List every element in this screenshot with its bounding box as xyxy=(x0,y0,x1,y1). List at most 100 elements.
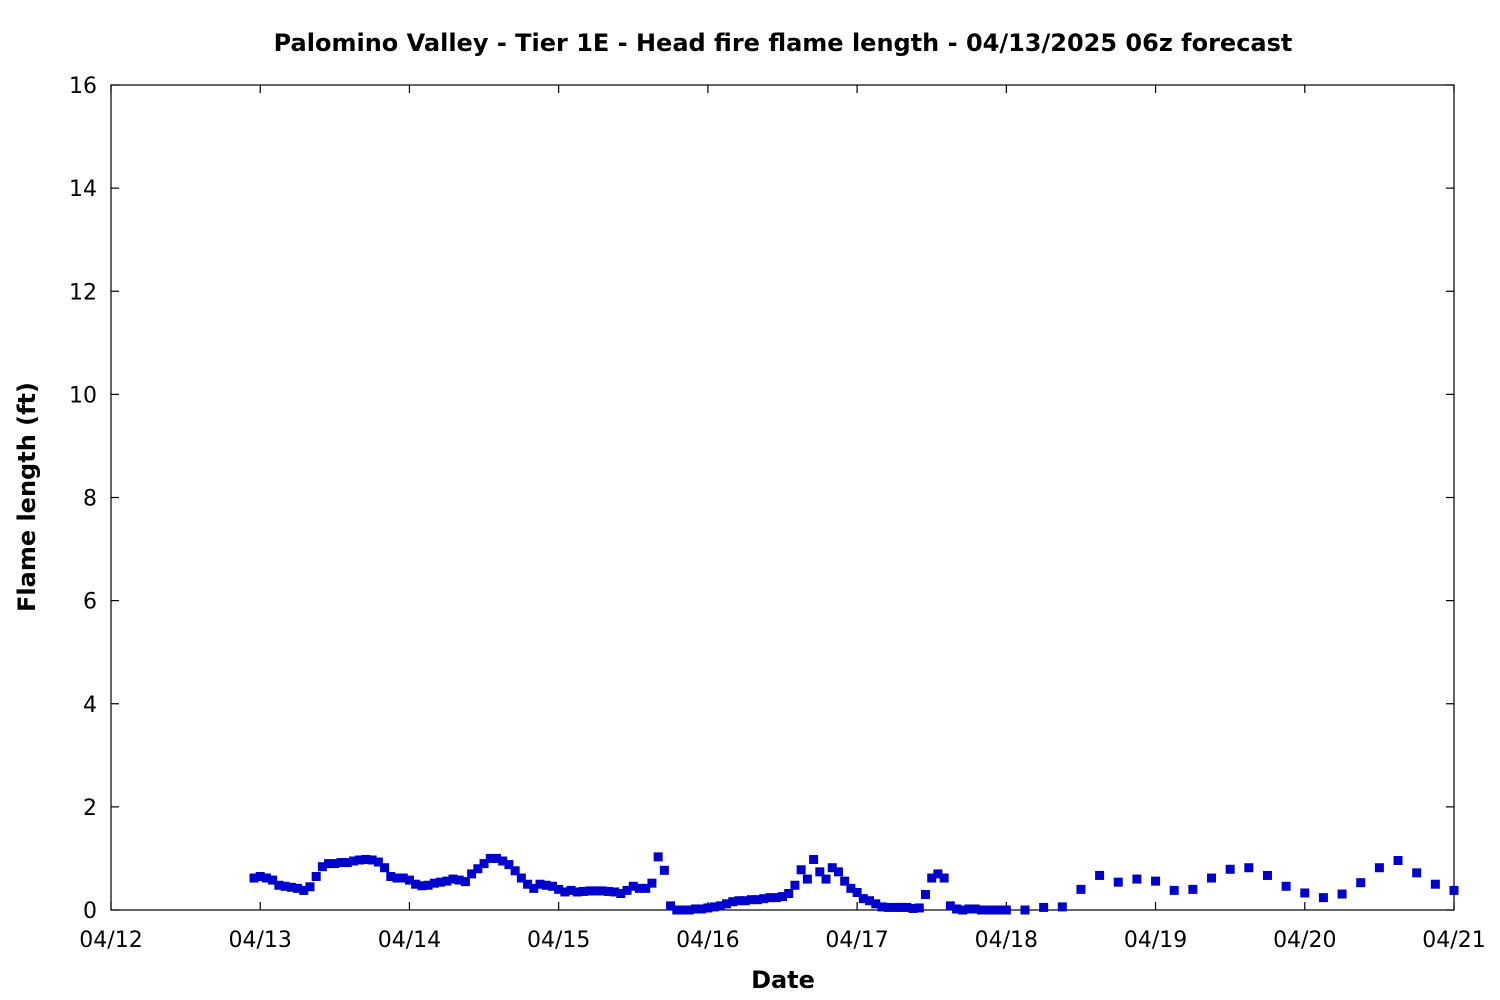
x-tick-label: 04/21 xyxy=(1422,928,1485,953)
data-point xyxy=(1262,870,1272,880)
data-point xyxy=(796,865,806,875)
y-tick-label: 10 xyxy=(69,383,97,408)
data-point xyxy=(1057,902,1067,912)
data-point xyxy=(802,874,812,884)
data-point xyxy=(852,887,862,897)
data-point xyxy=(404,875,414,885)
data-point xyxy=(995,905,1005,915)
data-point xyxy=(952,904,962,914)
data-point xyxy=(647,878,657,888)
data-point xyxy=(1169,885,1179,895)
data-point xyxy=(1188,884,1198,894)
data-point xyxy=(603,886,613,896)
data-point xyxy=(330,859,340,869)
y-tick-labels: 0 2 4 6 8 10 12 14 16 xyxy=(69,74,97,924)
data-point xyxy=(970,904,980,914)
data-point xyxy=(765,893,775,903)
data-point xyxy=(255,871,265,881)
data-point xyxy=(361,854,371,864)
data-point xyxy=(902,902,912,912)
x-tick-label: 04/18 xyxy=(975,928,1038,953)
data-point xyxy=(634,883,644,893)
x-tick-label: 04/15 xyxy=(527,928,590,953)
data-point xyxy=(778,892,787,902)
x-tick-label: 04/14 xyxy=(378,928,441,953)
data-point xyxy=(641,883,651,893)
data-point xyxy=(883,902,893,912)
data-point xyxy=(616,889,626,898)
data-point xyxy=(945,901,955,911)
data-point xyxy=(821,874,831,884)
data-point xyxy=(280,881,290,891)
data-point xyxy=(423,880,433,890)
data-point xyxy=(1393,856,1403,865)
data-point xyxy=(585,886,595,896)
data-point xyxy=(628,881,638,891)
data-point xyxy=(833,867,843,877)
data-point xyxy=(523,879,533,889)
data-point xyxy=(914,903,924,913)
data-point xyxy=(896,902,906,912)
data-point xyxy=(1244,863,1254,873)
y-tick-label: 2 xyxy=(83,796,97,821)
data-point xyxy=(666,901,676,911)
data-point xyxy=(498,856,508,866)
data-point xyxy=(1430,879,1440,889)
data-point xyxy=(1300,888,1310,898)
data-point xyxy=(454,875,464,885)
y-tick-label: 4 xyxy=(83,693,97,718)
data-point xyxy=(1039,902,1049,912)
data-point xyxy=(1001,905,1011,915)
data-point xyxy=(703,903,713,913)
data-point xyxy=(1020,905,1030,915)
data-point xyxy=(728,897,738,907)
y-tick-label: 14 xyxy=(69,177,97,202)
data-point xyxy=(1449,885,1459,895)
data-point xyxy=(429,878,439,888)
data-point xyxy=(697,904,707,914)
data-points xyxy=(249,852,1459,915)
data-point xyxy=(889,902,899,912)
x-tick-label: 04/19 xyxy=(1124,928,1187,953)
data-point xyxy=(417,881,427,891)
data-point xyxy=(398,873,408,883)
axis-ticks xyxy=(110,84,1455,911)
data-point xyxy=(348,856,358,866)
data-point xyxy=(510,866,520,876)
y-tick-label: 12 xyxy=(69,280,97,305)
data-point xyxy=(659,865,669,875)
data-point xyxy=(927,873,937,883)
data-point xyxy=(610,887,620,897)
data-point xyxy=(790,880,800,890)
data-point xyxy=(274,880,284,890)
x-tick-labels: 04/12 04/13 04/14 04/15 04/16 04/17 04/18 04/19… xyxy=(79,928,1485,953)
data-point xyxy=(479,859,489,869)
data-point xyxy=(908,903,918,913)
data-point xyxy=(709,902,719,912)
data-point xyxy=(516,873,526,883)
data-point xyxy=(958,905,968,915)
data-point xyxy=(367,855,377,865)
data-point xyxy=(299,885,309,895)
y-tick-label: 8 xyxy=(83,487,97,512)
data-point xyxy=(865,896,875,906)
x-tick-label: 04/17 xyxy=(825,928,888,953)
data-point xyxy=(436,877,446,887)
data-point xyxy=(871,899,881,909)
data-point xyxy=(355,855,365,865)
data-point xyxy=(317,862,327,872)
data-point xyxy=(286,882,296,892)
data-point xyxy=(504,860,514,870)
y-tick-label: 16 xyxy=(69,74,97,99)
data-point xyxy=(305,882,315,892)
data-point xyxy=(1095,870,1105,880)
data-point xyxy=(1076,884,1086,894)
data-point xyxy=(722,899,732,909)
data-point xyxy=(809,854,819,864)
data-point xyxy=(753,895,763,905)
data-point xyxy=(268,875,278,885)
data-point xyxy=(261,873,271,883)
data-point xyxy=(547,881,557,891)
data-point xyxy=(784,889,794,898)
